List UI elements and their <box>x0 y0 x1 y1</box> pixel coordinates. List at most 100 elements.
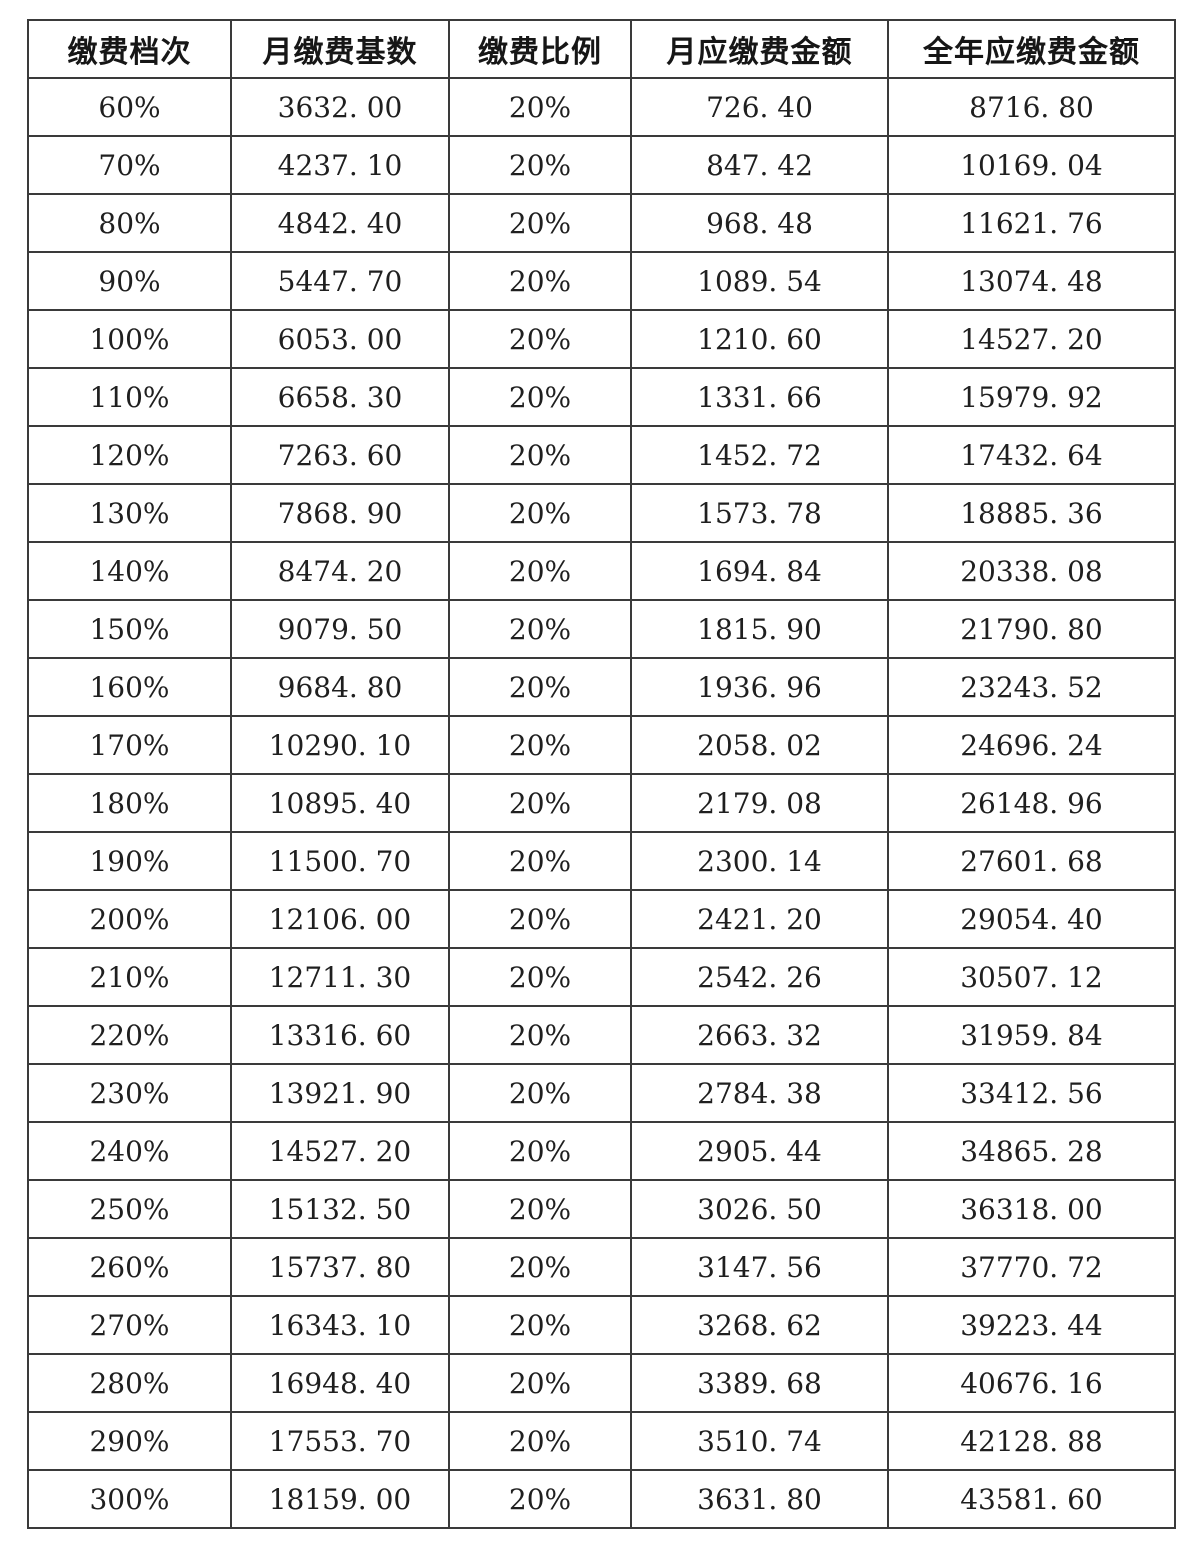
table-cell: 18885. 36 <box>887 483 1176 543</box>
table-cell: 7868. 90 <box>230 483 450 543</box>
table-cell: 20% <box>448 715 632 775</box>
table-cell: 80% <box>27 193 232 253</box>
table-cell: 1210. 60 <box>630 309 889 369</box>
column-header: 月应缴费金额 <box>630 19 889 79</box>
table-cell: 4237. 10 <box>230 135 450 195</box>
table-cell: 18159. 00 <box>230 1469 450 1529</box>
table-cell: 100% <box>27 309 232 369</box>
table-cell: 39223. 44 <box>887 1295 1176 1355</box>
table-cell: 250% <box>27 1179 232 1239</box>
table-cell: 726. 40 <box>630 77 889 137</box>
table-cell: 10290. 10 <box>230 715 450 775</box>
table-cell: 2905. 44 <box>630 1121 889 1181</box>
table-cell: 17432. 64 <box>887 425 1176 485</box>
table-row-header: 缴费档次 月缴费基数 缴费比例 月应缴费金额 全年应缴费金额 <box>27 19 1176 79</box>
table-cell: 5447. 70 <box>230 251 450 311</box>
table-cell: 42128. 88 <box>887 1411 1176 1471</box>
table-cell: 3026. 50 <box>630 1179 889 1239</box>
table-cell: 20338. 08 <box>887 541 1176 601</box>
table-cell: 26148. 96 <box>887 773 1176 833</box>
table-cell: 20% <box>448 425 632 485</box>
table-cell: 33412. 56 <box>887 1063 1176 1123</box>
table-cell: 30507. 12 <box>887 947 1176 1007</box>
table-cell: 13921. 90 <box>230 1063 450 1123</box>
table-row: 270% 16343. 10 20% 3268. 62 39223. 44 <box>27 1295 1176 1355</box>
table-row: 190% 11500. 70 20% 2300. 14 27601. 68 <box>27 831 1176 891</box>
table-row: 260% 15737. 80 20% 3147. 56 37770. 72 <box>27 1237 1176 1297</box>
table-cell: 3268. 62 <box>630 1295 889 1355</box>
table-cell: 260% <box>27 1237 232 1297</box>
column-header: 月缴费基数 <box>230 19 450 79</box>
table-cell: 280% <box>27 1353 232 1413</box>
table-cell: 70% <box>27 135 232 195</box>
table-cell: 34865. 28 <box>887 1121 1176 1181</box>
table-cell: 11621. 76 <box>887 193 1176 253</box>
table-cell: 90% <box>27 251 232 311</box>
column-header: 缴费档次 <box>27 19 232 79</box>
table-row: 240% 14527. 20 20% 2905. 44 34865. 28 <box>27 1121 1176 1181</box>
table-cell: 20% <box>448 947 632 1007</box>
table-cell: 2421. 20 <box>630 889 889 949</box>
table-cell: 20% <box>448 773 632 833</box>
table-cell: 160% <box>27 657 232 717</box>
table-cell: 15979. 92 <box>887 367 1176 427</box>
table-cell: 180% <box>27 773 232 833</box>
table-cell: 200% <box>27 889 232 949</box>
table-cell: 20% <box>448 831 632 891</box>
table-cell: 20% <box>448 251 632 311</box>
table-cell: 20% <box>448 367 632 427</box>
table-cell: 2058. 02 <box>630 715 889 775</box>
table-row: 200% 12106. 00 20% 2421. 20 29054. 40 <box>27 889 1176 949</box>
table-cell: 12711. 30 <box>230 947 450 1007</box>
table-cell: 2784. 38 <box>630 1063 889 1123</box>
table-cell: 120% <box>27 425 232 485</box>
table-cell: 847. 42 <box>630 135 889 195</box>
table-cell: 13074. 48 <box>887 251 1176 311</box>
table-row: 210% 12711. 30 20% 2542. 26 30507. 12 <box>27 947 1176 1007</box>
table-cell: 3632. 00 <box>230 77 450 137</box>
table-cell: 2542. 26 <box>630 947 889 1007</box>
table-cell: 968. 48 <box>630 193 889 253</box>
table-row: 110% 6658. 30 20% 1331. 66 15979. 92 <box>27 367 1176 427</box>
table-row: 280% 16948. 40 20% 3389. 68 40676. 16 <box>27 1353 1176 1413</box>
table-cell: 10169. 04 <box>887 135 1176 195</box>
table-cell: 20% <box>448 135 632 195</box>
table-body: 60% 3632. 00 20% 726. 40 8716. 80 70% 4237. 10… <box>27 77 1176 1529</box>
table-cell: 240% <box>27 1121 232 1181</box>
table-cell: 21790. 80 <box>887 599 1176 659</box>
table-row: 170% 10290. 10 20% 2058. 02 24696. 24 <box>27 715 1176 775</box>
table-cell: 20% <box>448 1237 632 1297</box>
table-cell: 9684. 80 <box>230 657 450 717</box>
table-cell: 20% <box>448 1179 632 1239</box>
table-cell: 20% <box>448 1353 632 1413</box>
table-cell: 13316. 60 <box>230 1005 450 1065</box>
table-row: 150% 9079. 50 20% 1815. 90 21790. 80 <box>27 599 1176 659</box>
table-cell: 16343. 10 <box>230 1295 450 1355</box>
table-cell: 1331. 66 <box>630 367 889 427</box>
table-cell: 14527. 20 <box>887 309 1176 369</box>
table-cell: 110% <box>27 367 232 427</box>
table-cell: 3510. 74 <box>630 1411 889 1471</box>
table-cell: 190% <box>27 831 232 891</box>
table-cell: 170% <box>27 715 232 775</box>
table-row: 230% 13921. 90 20% 2784. 38 33412. 56 <box>27 1063 1176 1123</box>
table-cell: 23243. 52 <box>887 657 1176 717</box>
contribution-table: 缴费档次 月缴费基数 缴费比例 月应缴费金额 全年应缴费金额 60% 3632. 00 20… <box>27 19 1176 1529</box>
table-cell: 3389. 68 <box>630 1353 889 1413</box>
table-cell: 17553. 70 <box>230 1411 450 1471</box>
column-header: 缴费比例 <box>448 19 632 79</box>
table-row: 120% 7263. 60 20% 1452. 72 17432. 64 <box>27 425 1176 485</box>
table-cell: 8474. 20 <box>230 541 450 601</box>
table-row: 80% 4842. 40 20% 968. 48 11621. 76 <box>27 193 1176 253</box>
table-cell: 140% <box>27 541 232 601</box>
table-cell: 290% <box>27 1411 232 1471</box>
table-cell: 20% <box>448 657 632 717</box>
table-cell: 8716. 80 <box>887 77 1176 137</box>
table-cell: 1936. 96 <box>630 657 889 717</box>
table-cell: 24696. 24 <box>887 715 1176 775</box>
table-cell: 31959. 84 <box>887 1005 1176 1065</box>
table-row: 160% 9684. 80 20% 1936. 96 23243. 52 <box>27 657 1176 717</box>
table-cell: 2300. 14 <box>630 831 889 891</box>
table-cell: 29054. 40 <box>887 889 1176 949</box>
column-header: 全年应缴费金额 <box>887 19 1176 79</box>
